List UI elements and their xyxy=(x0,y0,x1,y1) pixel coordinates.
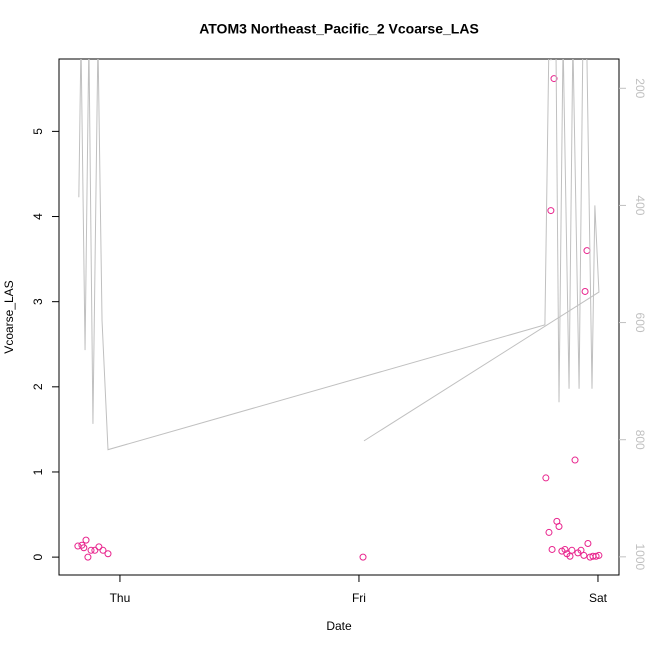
point xyxy=(568,546,576,554)
point xyxy=(548,545,556,553)
point xyxy=(581,287,589,295)
point xyxy=(595,551,603,559)
y2-tick-label: 600 xyxy=(633,313,647,333)
line xyxy=(78,59,600,451)
point xyxy=(87,546,95,554)
y-tick-label: 0 xyxy=(31,553,45,560)
y-tick-label: 2 xyxy=(31,383,45,390)
y-tick-label: 3 xyxy=(31,298,45,305)
point xyxy=(542,474,550,482)
point xyxy=(571,456,579,464)
point xyxy=(583,247,591,255)
y-tick-label: 4 xyxy=(31,213,45,220)
y-tick-label: 1 xyxy=(31,468,45,475)
point xyxy=(82,536,90,544)
point xyxy=(104,550,112,558)
point xyxy=(359,553,367,561)
x-tick-label: Thu xyxy=(110,591,131,605)
point xyxy=(95,543,103,551)
point xyxy=(577,546,585,554)
point xyxy=(580,551,588,559)
point xyxy=(99,546,107,554)
point xyxy=(547,207,555,215)
point xyxy=(592,552,600,560)
point xyxy=(91,546,99,554)
x-tick-label: Sat xyxy=(589,591,608,605)
y2-tick-label: 200 xyxy=(633,78,647,98)
x-tick-label: Fri xyxy=(352,591,366,605)
x-axis-label: Date xyxy=(326,619,352,633)
plot-frame xyxy=(58,58,620,576)
y2-tick-label: 1000 xyxy=(633,543,647,570)
point xyxy=(74,542,82,550)
point xyxy=(555,522,563,530)
y2-tick-label: 800 xyxy=(633,430,647,450)
point xyxy=(561,545,569,553)
point xyxy=(80,544,88,552)
point xyxy=(566,552,574,560)
point xyxy=(584,539,592,547)
y2-tick-label: 400 xyxy=(633,195,647,215)
y-tick-label: 5 xyxy=(31,128,45,135)
point xyxy=(545,528,553,536)
chart-title: ATOM3 Northeast_Pacific_2 Vcoarse_LAS xyxy=(199,21,479,37)
point xyxy=(84,553,92,561)
point xyxy=(550,75,558,83)
y-axis-label: Vcoarse_LAS xyxy=(2,280,16,353)
